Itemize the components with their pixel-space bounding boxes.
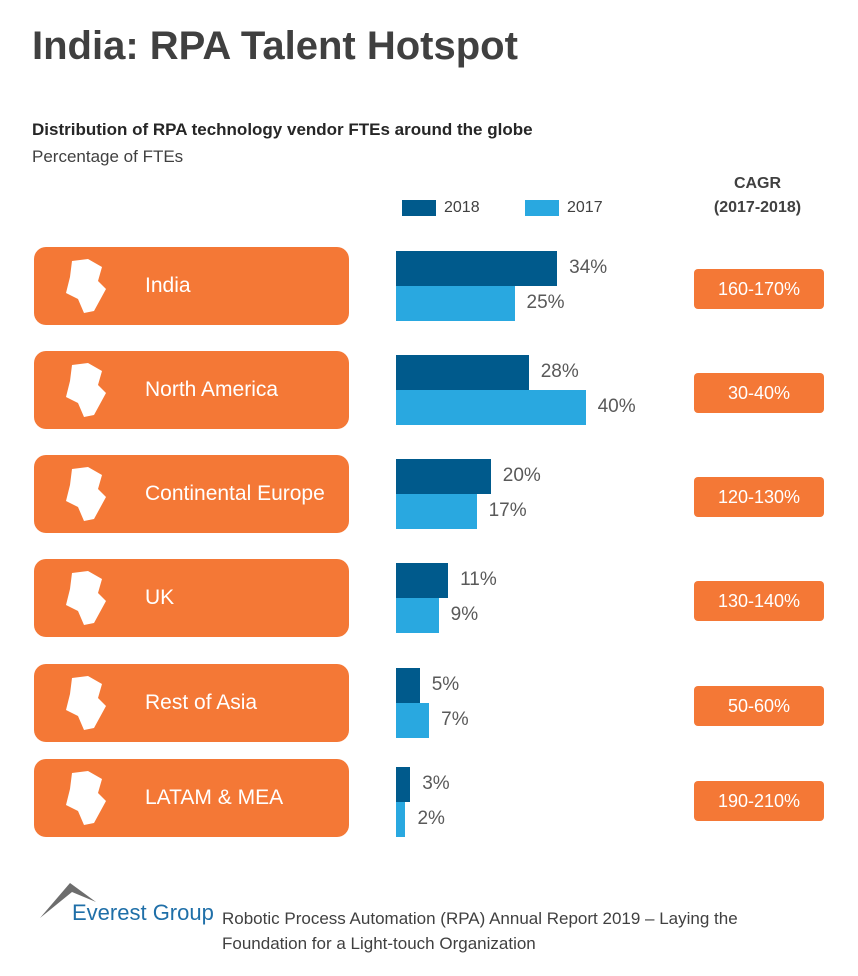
bar-2018 [396,251,558,286]
region-label: Rest of Asia [145,691,258,714]
legend-item-2017: 2017 [525,199,603,217]
map-icon [66,363,106,417]
region-label-box: Continental Europe [34,455,349,533]
cagr-badge: 190-210% [694,781,824,821]
cagr-badge: 120-130% [694,477,824,517]
cagr-header-line: (2017-2018) [713,199,802,216]
data-label-2018: 34% [569,257,608,278]
cagr-badge: 30-40% [694,373,824,413]
region-label-box: India [34,247,349,325]
data-label-2018: 20% [502,465,541,486]
region-label: UK [145,586,175,609]
data-label-2017: 9% [450,604,479,625]
data-label-2017: 25% [526,292,565,313]
cagr-badge: 130-140% [694,581,824,621]
map-icon [66,259,106,313]
data-label-2018: 3% [422,773,450,794]
map-icon [66,676,106,730]
region-label-box: Rest of Asia [34,664,349,742]
data-label-2017: 17% [488,500,527,521]
data-label-2018: 28% [540,361,579,382]
region-label-box: LATAM & MEA [34,759,349,837]
data-label-2018: 5% [431,674,460,695]
everest-logo-icon [40,883,96,918]
data-label-2017: 7% [441,709,469,730]
bar-2017 [396,390,586,425]
bar-2017 [396,703,430,738]
legend-item-2018: 2018 [402,199,480,217]
chart-subtitle: Distribution of RPA technology vendor FT… [32,120,533,139]
bar-2018 [396,459,491,494]
map-icon [66,771,106,825]
footer-source: Robotic Process Automation (RPA) Annual … [222,909,738,953]
bar-2017 [396,598,439,633]
cagr-header-line: CAGR [733,175,782,192]
legend-swatch-2018 [402,200,436,216]
bar-2018 [396,668,420,703]
region-label: North America [145,378,279,401]
map-icon [66,571,106,625]
bar-2018 [396,355,529,390]
region-label-box: UK [34,559,349,637]
chart-unit: Percentage of FTEs [32,147,184,166]
bar-2018 [396,563,449,598]
map-icon [66,467,106,521]
brand-name: Everest Group [72,900,214,925]
region-label: LATAM & MEA [145,786,284,809]
region-label-box: North America [34,351,349,429]
bar-2017 [396,494,477,529]
bar-2018 [396,767,411,802]
legend-label: 2018 [444,199,480,216]
region-label: India [145,274,191,297]
data-label-2018: 11% [460,569,497,590]
legend-label: 2017 [567,199,603,216]
region-label: Continental Europe [145,482,325,505]
data-label-2017: 40% [597,396,636,417]
cagr-badge: 50-60% [694,686,824,726]
bar-2017 [396,802,406,837]
page-title: India: RPA Talent Hotspot [32,24,518,68]
legend-swatch-2017 [525,200,559,216]
bar-2017 [396,286,515,321]
cagr-badge: 160-170% [694,269,824,309]
data-label-2017: 2% [417,808,445,829]
cagr-header: CAGR (2017-2018) [690,172,825,220]
